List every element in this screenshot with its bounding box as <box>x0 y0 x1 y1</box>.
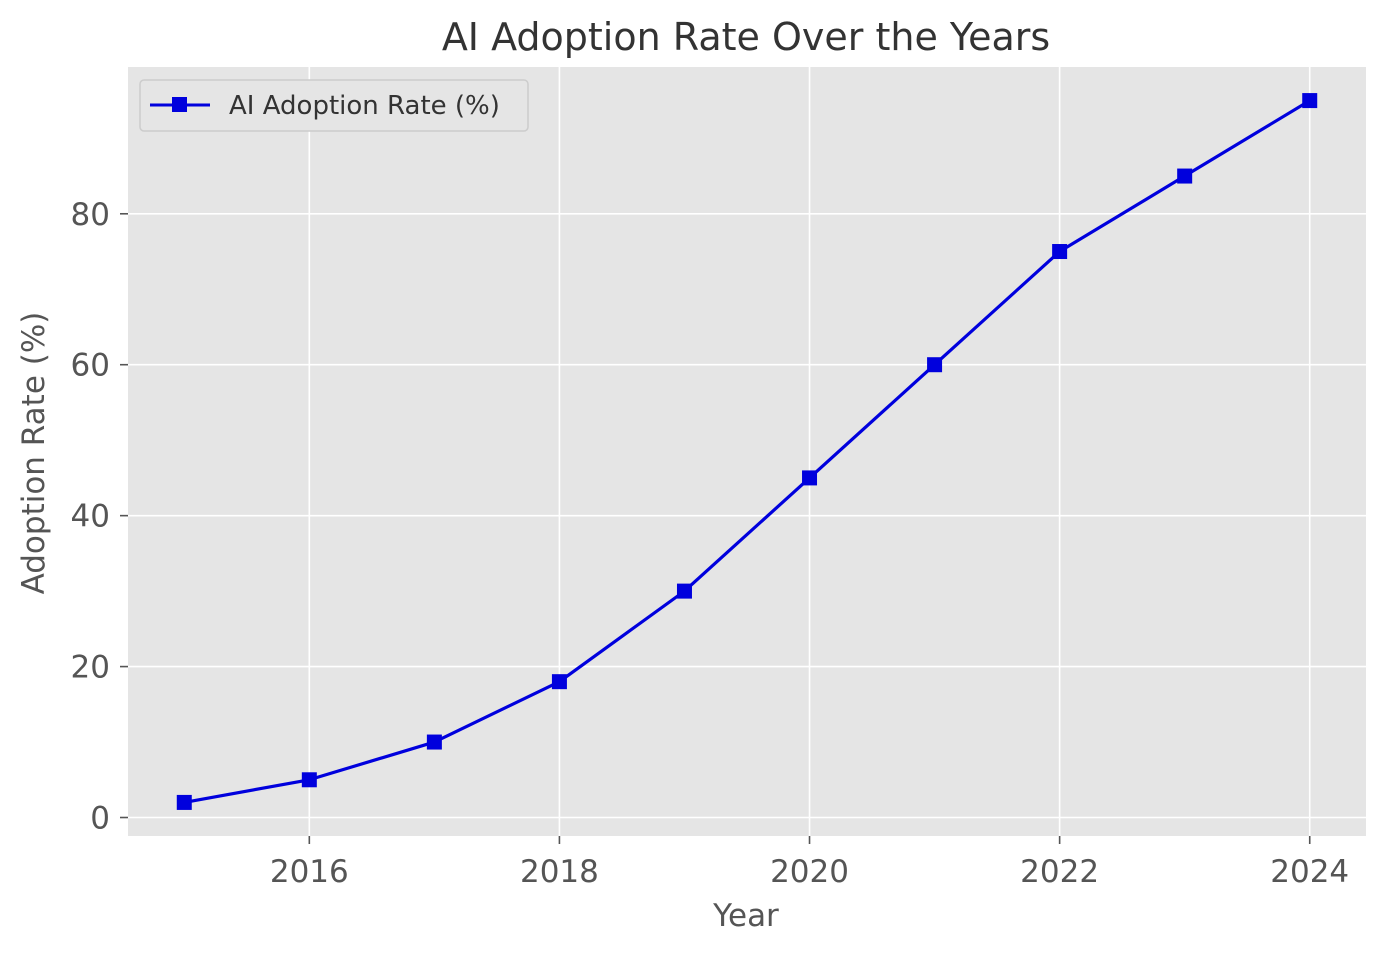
legend: AI Adoption Rate (%) <box>139 79 529 132</box>
data-point-marker <box>1177 168 1193 184</box>
data-point-marker <box>551 674 567 690</box>
y-tick-label: 20 <box>71 650 110 686</box>
legend-box <box>139 79 529 132</box>
y-axis-label: Adoption Rate (%) <box>16 312 52 595</box>
x-tick-label: 2024 <box>1270 854 1349 890</box>
x-tick-label: 2020 <box>770 854 849 890</box>
legend-label: AI Adoption Rate (%) <box>229 91 500 121</box>
axis-ticks: 2016 2018 2020 2022 2024 0 20 40 60 80 <box>71 197 1350 890</box>
series-line <box>183 99 1311 804</box>
data-point-marker <box>676 583 692 599</box>
data-point-marker <box>1052 244 1068 260</box>
x-axis-label: Year <box>712 898 779 934</box>
x-tick-label: 2016 <box>270 854 349 890</box>
data-point-marker <box>802 470 818 486</box>
data-point-marker <box>426 734 442 750</box>
grid-lines <box>128 67 1366 836</box>
chart-title: AI Adoption Rate Over the Years <box>442 15 1050 59</box>
y-tick-label: 40 <box>71 499 110 535</box>
y-tick-label: 80 <box>71 197 110 233</box>
data-point-marker <box>1302 93 1318 109</box>
y-tick-label: 0 <box>90 801 110 837</box>
data-point-marker <box>176 794 192 810</box>
legend-marker-sample <box>172 97 187 112</box>
series-layer <box>176 93 1318 810</box>
y-tick-label: 60 <box>71 348 110 384</box>
x-tick-label: 2022 <box>1020 854 1099 890</box>
plot-area <box>128 67 1366 836</box>
x-tick-label: 2018 <box>520 854 599 890</box>
data-point-marker <box>301 772 317 788</box>
data-point-marker <box>927 357 943 373</box>
